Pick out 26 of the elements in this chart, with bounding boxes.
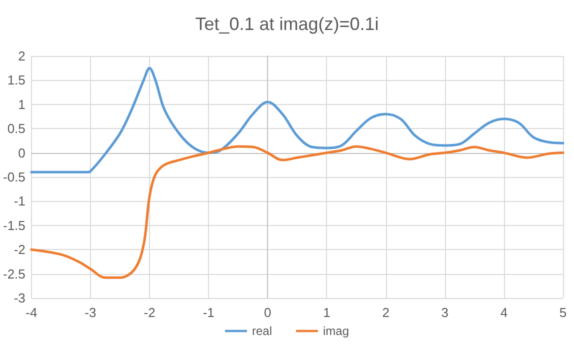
- line-series: [30, 66, 564, 174]
- y-tick-label: 1: [18, 96, 26, 112]
- x-tick-label: 2: [382, 305, 390, 320]
- y-tick-label: -3: [14, 290, 26, 306]
- y-tick-label: -0.5: [2, 170, 26, 184]
- y-tick-label: -2: [14, 242, 26, 258]
- x-tick-label: 4: [500, 305, 508, 320]
- x-tick-label: -1: [202, 305, 214, 320]
- y-tick-label: -1: [14, 194, 26, 209]
- x-tick-label: 5: [559, 305, 567, 320]
- y-tick-label: 1.5: [7, 72, 26, 88]
- y-tick-label: -1.5: [2, 218, 26, 233]
- y-tick-label: 0: [18, 145, 26, 160]
- line-series: [30, 145, 564, 279]
- y-tick-label: 0.5: [7, 121, 26, 136]
- x-tick-label: -3: [84, 305, 96, 320]
- legend-label: real: [252, 324, 272, 338]
- x-tick-label: -2: [144, 305, 156, 320]
- x-tick-label: 1: [323, 305, 330, 320]
- y-tick-label: 2: [18, 48, 26, 64]
- chart-title: Tet_0.1 at imag(z)=0.1i: [195, 14, 379, 34]
- x-tick-label: -4: [26, 305, 38, 320]
- x-tick-label: 0: [264, 305, 272, 320]
- legend-label: imag: [323, 324, 350, 338]
- x-tick-label: 3: [441, 305, 448, 320]
- y-tick-label: -2.5: [2, 266, 26, 282]
